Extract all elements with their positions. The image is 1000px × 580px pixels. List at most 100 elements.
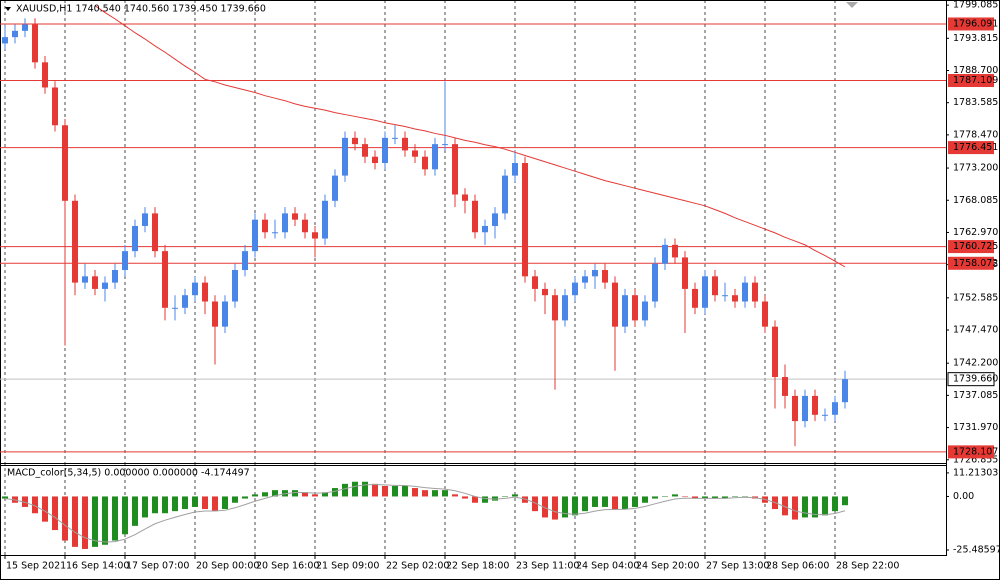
candle-body xyxy=(522,163,528,277)
macd-bar xyxy=(152,496,158,514)
x-tick-label: 15 Sep 2021 xyxy=(6,561,66,572)
candle-body xyxy=(782,377,788,396)
macd-bar xyxy=(322,492,328,497)
candle-body xyxy=(622,295,628,327)
y-tick-label: 1726.855 xyxy=(953,454,998,465)
candle-body xyxy=(252,219,258,252)
candle-body xyxy=(542,288,548,296)
candle-body xyxy=(82,276,88,283)
macd-bar xyxy=(412,488,418,497)
macd-bar xyxy=(532,496,538,512)
candle-body xyxy=(342,137,348,176)
candle-body xyxy=(502,175,508,214)
macd-bar xyxy=(352,481,358,497)
macd-bar xyxy=(92,496,98,547)
macd-bar xyxy=(602,496,608,507)
macd-bar xyxy=(252,494,258,497)
candle-body xyxy=(72,200,78,283)
candle-body xyxy=(152,213,158,252)
x-tick-label: 27 Sep 13:00 xyxy=(706,561,769,572)
macd-bar xyxy=(392,485,398,497)
candle-body xyxy=(732,295,738,302)
macd-bar xyxy=(82,496,88,549)
level-label-box xyxy=(948,17,994,31)
macd-bar xyxy=(662,496,668,497)
candle-body xyxy=(312,232,318,239)
y-tick-label: 1742.200 xyxy=(953,358,998,369)
macd-bar xyxy=(232,496,238,503)
macd-bar xyxy=(632,496,638,507)
macd-bar xyxy=(212,496,218,512)
candle-body xyxy=(572,282,578,296)
macd-bar xyxy=(672,494,678,497)
level-label: 1796.091 xyxy=(953,18,998,29)
macd-bar xyxy=(112,496,118,541)
x-tick-label: 21 Sep 09:00 xyxy=(316,561,379,572)
candle-body xyxy=(452,144,458,195)
candle-body xyxy=(222,301,228,327)
macd-bar xyxy=(462,496,468,499)
y-tick-label: 1752.585 xyxy=(953,292,998,303)
y-tick-label: 1747.470 xyxy=(953,325,998,336)
menu-arrow[interactable] xyxy=(5,7,11,11)
x-tick-label: 23 Sep 11:00 xyxy=(516,561,579,572)
candle-body xyxy=(762,301,768,327)
candle-body xyxy=(372,156,378,164)
macd-bar xyxy=(542,496,548,518)
candle-body xyxy=(592,270,598,277)
macd-bar xyxy=(732,496,738,497)
candle-body xyxy=(462,194,468,201)
chart-header: XAUUSD,H1 1740.540 1740.560 1739.450 173… xyxy=(16,4,266,15)
macd-bar xyxy=(562,496,568,518)
candle-body xyxy=(32,24,38,63)
candle-body xyxy=(582,276,588,283)
macd-bar xyxy=(382,485,388,497)
macd-bar xyxy=(272,490,278,497)
macd-bar xyxy=(122,496,128,535)
last-price-box xyxy=(947,372,995,387)
macd-bar xyxy=(702,496,708,499)
candle-body xyxy=(682,257,688,289)
macd-bar xyxy=(722,496,728,499)
macd-bar xyxy=(22,496,28,507)
candle-body xyxy=(122,251,128,271)
candle-body xyxy=(532,276,538,289)
y-tick-label: 1778.470 xyxy=(953,129,998,140)
candle-body xyxy=(652,263,658,302)
macd-bar xyxy=(62,496,68,541)
macd-bar xyxy=(402,485,408,497)
y-tick-label: 1768.085 xyxy=(953,195,998,206)
candle-body xyxy=(42,62,48,88)
candle-body xyxy=(722,295,728,297)
shift-marker[interactable] xyxy=(846,2,858,8)
y-tick-label: 1737.085 xyxy=(953,390,998,401)
y-tick-label: 1799.085 xyxy=(953,0,998,11)
candle-body xyxy=(442,144,448,146)
macd-bar xyxy=(642,496,648,503)
candle-body xyxy=(332,175,338,201)
level-label-box xyxy=(948,141,994,155)
macd-bar xyxy=(682,496,688,497)
candle-body xyxy=(472,200,478,233)
x-tick-label: 22 Sep 18:00 xyxy=(446,561,509,572)
candle-body xyxy=(702,276,708,308)
macd-bar xyxy=(592,496,598,507)
candle-body xyxy=(422,156,428,170)
macd-bar xyxy=(512,494,518,497)
candle-body xyxy=(102,282,108,289)
candle-body xyxy=(662,244,668,264)
plot-layer xyxy=(0,5,946,549)
candle-body xyxy=(112,270,118,283)
x-tick-label: 16 Sep 14:00 xyxy=(66,561,129,572)
macd-tick-label: 11.213033 xyxy=(953,467,1000,478)
y-tick-label: 1762.970 xyxy=(953,227,998,238)
candle-body xyxy=(272,232,278,234)
level-label: 1758.072 xyxy=(953,258,998,269)
candle-body xyxy=(742,282,748,302)
macd-bar xyxy=(742,496,748,497)
level-label-box xyxy=(948,74,994,88)
candle-body xyxy=(412,150,418,157)
macd-bar xyxy=(342,483,348,497)
macd-bar xyxy=(432,490,438,497)
